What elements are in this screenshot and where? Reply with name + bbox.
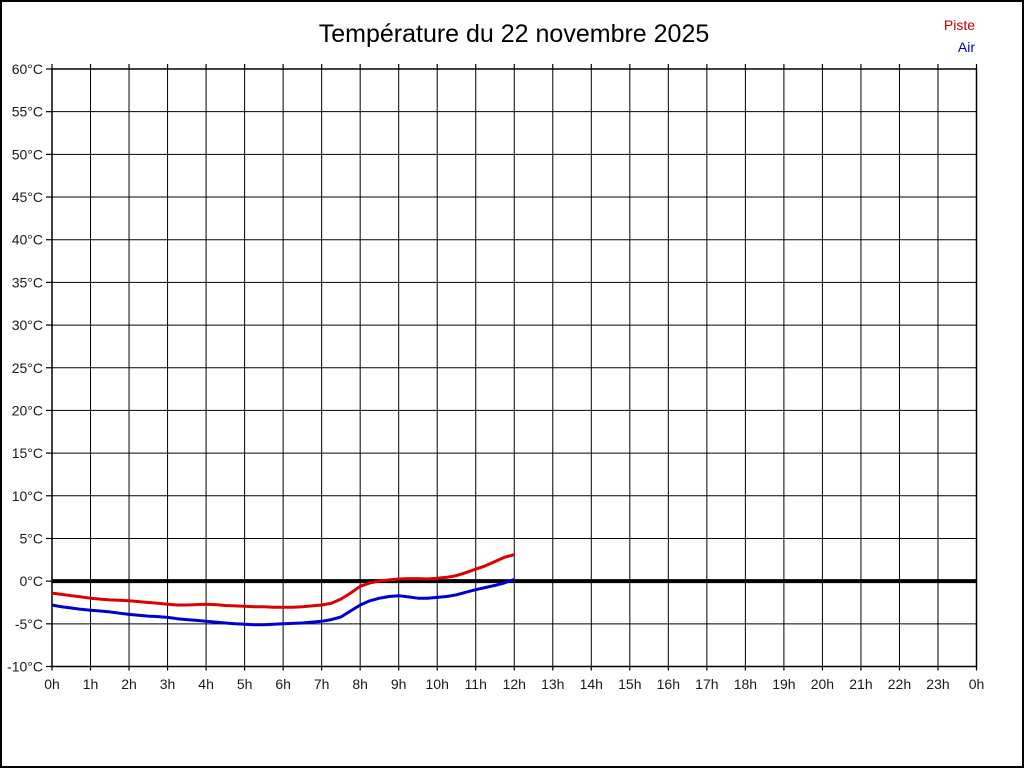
y-tick-label: 0°C [20,573,44,589]
y-tick-label: 20°C [12,402,43,418]
x-tick-label: 22h [888,676,911,692]
x-tick-label: 18h [734,676,757,692]
x-tick-label: 16h [657,676,680,692]
x-tick-label: 9h [391,676,407,692]
y-tick-label: 55°C [12,104,43,120]
plot-border [51,68,978,668]
x-tick-label: 1h [83,676,99,692]
x-tick-label: 12h [503,676,526,692]
x-tick-label: 17h [695,676,718,692]
x-tick-label: 4h [198,676,214,692]
y-tick-label: 5°C [20,530,44,546]
y-tick-label: 30°C [12,317,43,333]
legend: Piste Air [944,14,975,58]
series-line-piste [51,553,515,609]
y-tick-label: 50°C [12,146,43,162]
x-tick-label: 10h [426,676,449,692]
chart-title: Température du 22 novembre 2025 [318,20,710,48]
series-line-air [51,577,515,627]
x-tick-label: 8h [352,676,368,692]
legend-item-piste: Piste [943,17,975,33]
x-tick-label: 2h [121,676,137,692]
x-tick-label: 15h [618,676,641,692]
y-tick-label: 25°C [12,360,43,376]
x-tick-label: 6h [275,676,291,692]
legend-item-air: Air [957,39,975,55]
x-tick-label: 14h [580,676,603,692]
x-tick-label: 23h [926,676,949,692]
x-tick-label: 7h [314,676,330,692]
x-tick-label: 0h [969,676,985,692]
x-tick-label: 20h [811,676,834,692]
x-tick-label: 3h [160,676,176,692]
y-tick-label: -10°C [7,659,43,675]
x-tick-label: 13h [541,676,564,692]
y-tick-label: -5°C [15,616,43,632]
x-tick-label: 5h [237,676,253,692]
y-tick-label: 40°C [12,232,43,248]
y-tick-label: 45°C [12,189,43,205]
y-tick-label: 15°C [12,445,43,461]
y-tick-label: 10°C [12,488,43,504]
x-tick-label: 21h [849,676,872,692]
x-tick-label: 0h [44,676,60,692]
x-tick-label: 19h [772,676,795,692]
y-tick-label: 60°C [12,61,43,77]
y-tick-label: 35°C [12,274,43,290]
x-tick-label: 11h [465,676,487,692]
